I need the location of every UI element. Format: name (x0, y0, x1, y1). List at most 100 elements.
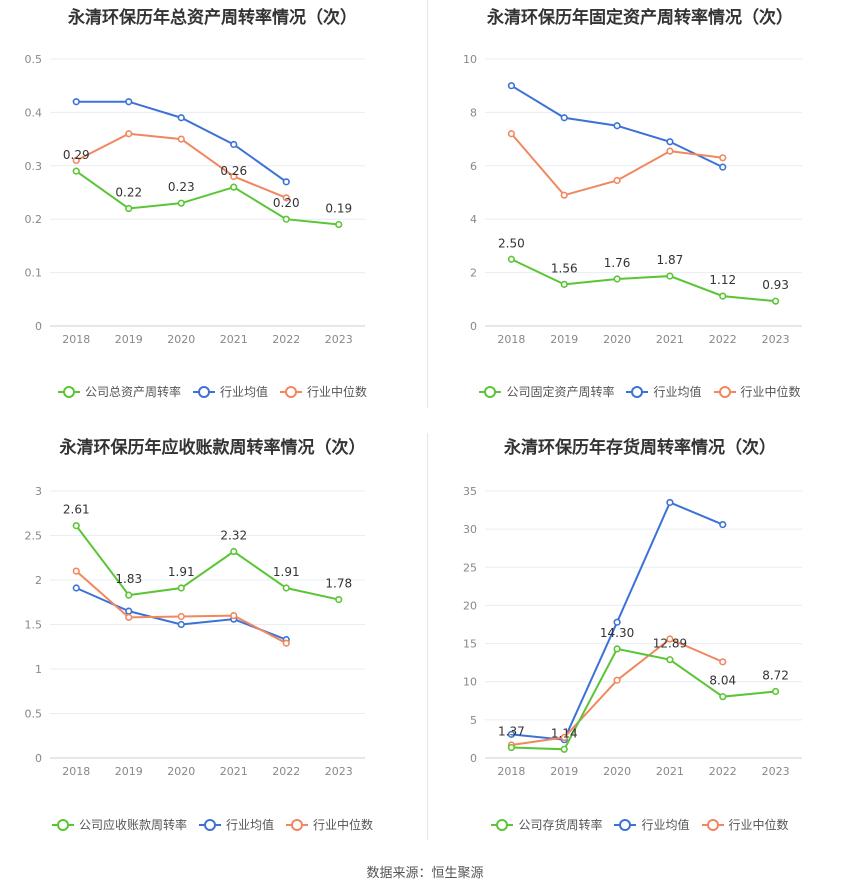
y-tick-label: 10 (463, 676, 477, 689)
data-point (72, 98, 80, 106)
y-tick-label: 0 (35, 320, 42, 333)
chart-panel-receivables-turnover: 永清环保历年应收账款周转率情况（次） 0 0.5 1 1.5 2 2.5 3 2018 2019… (0, 430, 425, 850)
panel-divider (427, 433, 428, 840)
legend-label: 公司应收账款周转率 (78, 818, 187, 832)
data-point (560, 745, 568, 753)
data-point (719, 520, 727, 529)
chart-plot: 0 5 10 15 20 25 30 35 2018 2019 2020 2021 2022 2023 1.… (463, 485, 802, 778)
data-point (177, 612, 185, 621)
data-point (666, 147, 674, 155)
legend-item[interactable]: 公司存货周转率 (491, 816, 602, 833)
chart-panel-fixed-asset-turnover: 永清环保历年固定资产周转率情况（次） 0 2 4 6 8 10 2018 2019 2020 20… (430, 0, 850, 410)
legend-label: 公司固定资产周转率 (506, 385, 615, 399)
legend-item[interactable]: 行业均值 (626, 383, 702, 400)
legend-label: 公司存货周转率 (518, 818, 603, 832)
series-line (75, 525, 339, 601)
data-label: 0.26 (220, 164, 247, 178)
x-tick-label: 2022 (272, 333, 300, 346)
data-point (125, 613, 133, 621)
data-point (177, 114, 185, 122)
data-point (72, 522, 80, 530)
y-tick-label: 0.4 (25, 106, 43, 119)
x-tick-label: 2023 (325, 765, 353, 778)
series-line (75, 170, 339, 226)
data-point (613, 122, 621, 130)
data-label: 0.29 (63, 148, 90, 162)
data-point (771, 687, 780, 696)
data-label: 1.78 (325, 577, 352, 591)
data-point (125, 130, 133, 138)
x-tick-label: 2021 (220, 765, 248, 778)
legend-label: 行业均值 (641, 818, 690, 832)
legend-marker-icon (192, 385, 215, 398)
legend-marker-icon (57, 385, 80, 398)
chart-title: 永清环保历年总资产周转率情况（次） (68, 8, 357, 28)
data-label: 2.32 (220, 529, 247, 543)
legend-item[interactable]: 行业均值 (614, 816, 690, 833)
data-point (282, 639, 290, 647)
legend-item[interactable]: 公司应收账款周转率 (51, 816, 187, 833)
legend-label: 行业中位数 (307, 385, 368, 399)
data-point (335, 220, 343, 229)
data-label: 8.72 (762, 668, 789, 682)
data-point (282, 215, 290, 223)
chart-panel-inventory-turnover: 永清环保历年存货周转率情况（次） 0 5 10 15 20 25 30 35 2018 2019 2… (430, 430, 850, 850)
legend-item[interactable]: 公司固定资产周转率 (479, 383, 614, 400)
series-line (511, 637, 724, 747)
data-point (666, 138, 674, 146)
series-line (510, 133, 723, 197)
data-point (560, 280, 568, 288)
legend-marker-icon (198, 818, 221, 831)
x-tick-label: 2020 (167, 765, 195, 778)
legend-label: 行业中位数 (728, 818, 789, 832)
data-point (72, 156, 80, 165)
legend-item[interactable]: 行业中位数 (286, 816, 373, 833)
chart-plot: 0 2 4 6 8 10 2018 2019 2020 2021 2022 2023 2.50 1.56 1… (463, 53, 802, 346)
series-line (510, 258, 776, 303)
x-tick-label: 2019 (115, 333, 143, 346)
y-tick-label: 2 (470, 267, 477, 280)
data-label: 0.22 (115, 186, 142, 200)
legend-item[interactable]: 行业均值 (192, 383, 268, 400)
legend-item[interactable]: 行业中位数 (701, 816, 789, 833)
data-point (177, 135, 185, 143)
x-tick-label: 2019 (115, 765, 143, 778)
data-point (719, 154, 727, 162)
x-tick-label: 2023 (325, 333, 353, 346)
chart-plot: 0 0.5 1 1.5 2 2.5 3 2018 2019 2020 2021 2022 2023 2.6… (25, 485, 365, 778)
y-tick-label: 0.2 (25, 213, 43, 226)
chart-panel-total-asset-turnover: 永清环保历年总资产周转率情况（次） 0 0.1 0.2 0.3 0.4 0.5 2018 20… (0, 0, 425, 410)
legend-item[interactable]: 行业均值 (198, 816, 274, 833)
data-label: 1.91 (273, 565, 300, 579)
x-tick-label: 2023 (762, 333, 790, 346)
legend-item[interactable]: 公司总资产周转率 (57, 383, 181, 400)
legend-marker-icon (280, 385, 302, 398)
y-tick-label: 1 (35, 663, 42, 676)
y-tick-label: 8 (470, 106, 477, 119)
data-point (613, 618, 621, 626)
data-label: 2.50 (498, 236, 525, 250)
legend-item[interactable]: 行业中位数 (280, 383, 367, 400)
data-label: 0.23 (168, 180, 195, 194)
legend-label: 公司总资产周转率 (84, 385, 181, 399)
data-label: 8.04 (709, 674, 736, 688)
y-tick-label: 1.5 (25, 619, 43, 632)
data-point (560, 733, 568, 742)
data-point (177, 584, 185, 592)
data-point (771, 297, 780, 305)
data-point (335, 595, 343, 604)
y-tick-label: 3 (35, 485, 42, 498)
chart-legend: 公司固定资产周转率 行业均值 行业中位数 (430, 383, 850, 401)
x-tick-label: 2019 (550, 765, 578, 778)
data-point (560, 191, 568, 199)
data-label: 1.87 (657, 253, 684, 267)
data-label: 2.61 (63, 503, 90, 517)
legend-marker-icon (614, 818, 637, 831)
x-tick-label: 2018 (62, 765, 90, 778)
data-source-note: 数据来源：恒生聚源 (366, 866, 484, 881)
data-label: 1.56 (551, 261, 578, 275)
legend-label: 行业均值 (653, 385, 702, 399)
legend-item[interactable]: 行业中位数 (713, 383, 801, 400)
y-tick-label: 5 (470, 714, 477, 727)
chart-title: 永清环保历年存货周转率情况（次） (504, 438, 776, 458)
